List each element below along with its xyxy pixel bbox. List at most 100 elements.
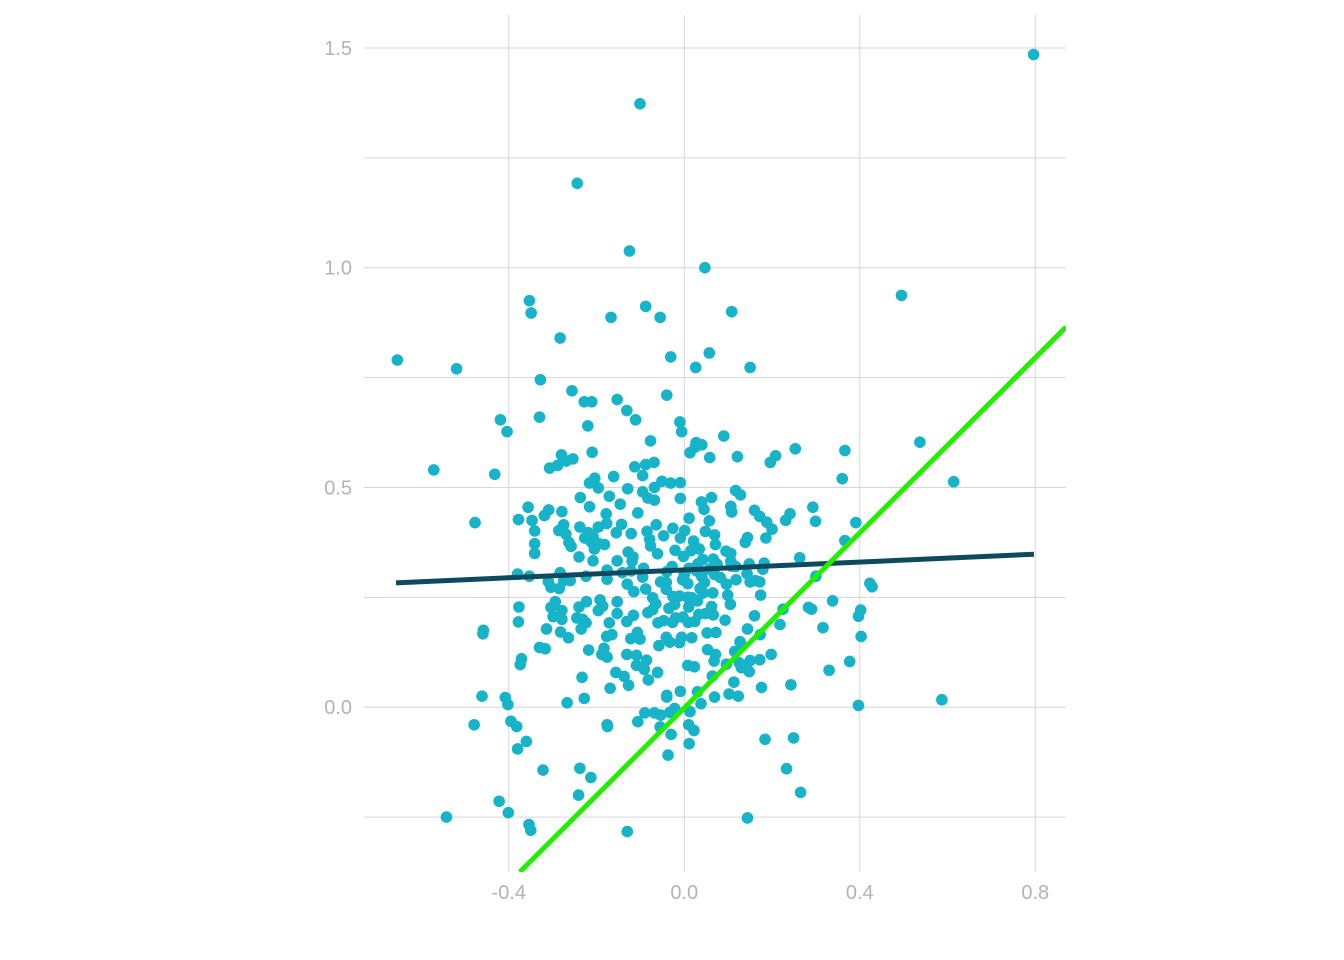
scatter-point [615, 518, 628, 531]
scatter-point [707, 587, 719, 599]
scatter-point [562, 631, 575, 644]
scatter-point [528, 537, 541, 550]
scatter-point [774, 618, 786, 631]
scatter-point [691, 595, 704, 607]
scatter-point [744, 654, 756, 667]
scatter-point [391, 354, 404, 366]
scatter-point [852, 610, 865, 623]
scatter-point [755, 681, 768, 694]
scatter-point [748, 609, 761, 622]
x-tick-label: 0.8 [1021, 882, 1049, 904]
scatter-point [657, 529, 670, 542]
scatter-point [683, 737, 695, 750]
scatter-point [630, 649, 643, 662]
scatter-point [681, 577, 694, 590]
regression-lines [395, 325, 1066, 872]
scatter-point [914, 436, 926, 448]
scatter-point [600, 508, 612, 520]
scatter-point [754, 589, 767, 601]
scatter-point [583, 500, 596, 513]
scatter-point [626, 555, 638, 568]
scatter-point [560, 455, 573, 467]
scatter-point [725, 506, 738, 518]
scatter-point [525, 307, 537, 319]
scatter-point [684, 705, 696, 718]
scatter-point [650, 519, 663, 531]
scatter-point [537, 764, 549, 776]
scatter-point [502, 698, 514, 711]
scatter-point [574, 762, 586, 775]
scatter-point [743, 665, 756, 678]
y-tick-label: 1.5 [324, 38, 352, 60]
scatter-point [688, 724, 700, 737]
scatter-point [708, 529, 721, 541]
scatter-point [556, 613, 568, 626]
scatter-point [807, 501, 819, 514]
scatter-point [664, 636, 676, 648]
scatter-point [651, 666, 664, 679]
scatter-point [607, 470, 620, 483]
scatter-point [699, 261, 711, 274]
scatter-point [674, 685, 687, 698]
scatter-point [611, 595, 623, 608]
scatter-point [732, 690, 745, 703]
scatter-point [574, 521, 586, 533]
scatter-point [717, 430, 730, 442]
scatter-point [631, 507, 644, 519]
scatter-point [440, 811, 453, 823]
scatter-point [638, 663, 651, 676]
scatter-point [553, 582, 566, 595]
x-tick-label: 0.4 [846, 882, 874, 904]
scatter-point [621, 578, 634, 590]
scatter-point [511, 743, 524, 755]
scatter-point [582, 644, 595, 656]
scatter-point [664, 351, 677, 363]
scatter-point [667, 522, 679, 535]
scatter-point [720, 578, 733, 590]
scatter-point [575, 623, 587, 635]
scatter-point [566, 384, 578, 397]
scatter-point [534, 373, 547, 386]
scatter-point [703, 347, 716, 359]
scatter-point [728, 676, 740, 688]
scatter-point [528, 547, 541, 560]
scatter-points [391, 48, 1040, 838]
scatter-point [564, 574, 577, 587]
scatter-point [520, 735, 533, 748]
scatter-point [642, 606, 654, 619]
scatter-point [476, 690, 488, 703]
scatter-point [710, 626, 722, 639]
scatter-point [543, 462, 556, 474]
scatter-point [721, 589, 734, 601]
scatter-point [644, 435, 657, 447]
scatter-point [664, 477, 677, 489]
scatter-point [866, 580, 878, 593]
scatter-point [631, 715, 644, 728]
scatter-point [601, 720, 614, 733]
scatter-point [785, 678, 797, 691]
scatter-point [528, 525, 541, 537]
scatter-point [592, 482, 605, 494]
scatter-point [605, 311, 617, 324]
scatter-point [501, 425, 513, 438]
scatter-point [653, 639, 665, 652]
scatter-point [741, 812, 754, 824]
scatter-point [611, 555, 623, 567]
scatter-point [753, 653, 766, 666]
scatter-point [675, 425, 688, 438]
scatter-point [624, 632, 637, 645]
scatter-point [450, 362, 463, 375]
scatter-point [663, 602, 675, 615]
scatter-point [695, 697, 707, 710]
scatter-point [723, 688, 735, 700]
scatter-point [677, 550, 690, 563]
scatter-point [660, 691, 673, 703]
scatter-point [573, 551, 585, 563]
y-axis-tick-labels: 0.0 0.5 1.0 1.5 [324, 38, 352, 719]
scatter-point [703, 515, 716, 527]
y-tick-label: 0.5 [324, 477, 352, 499]
scatter-point [625, 527, 637, 540]
scatter-point [701, 627, 713, 639]
scatter-point [526, 514, 538, 527]
scatter-point [947, 475, 960, 488]
